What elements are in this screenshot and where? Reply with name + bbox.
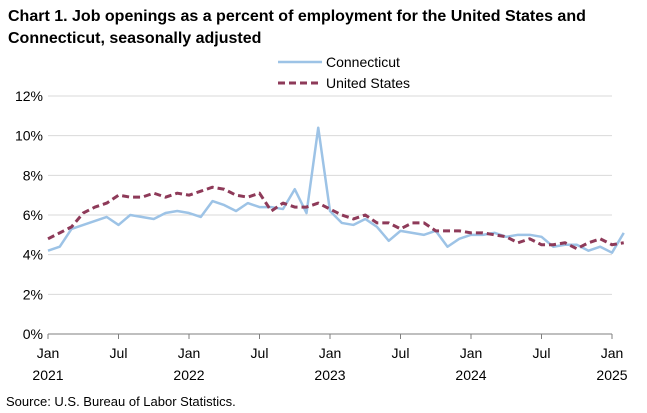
y-tick-label: 8% — [23, 167, 43, 183]
legend-label: Connecticut — [326, 54, 400, 70]
legend: Connecticut United States — [278, 54, 410, 91]
source-note: Source: U.S. Bureau of Labor Statistics. — [6, 394, 236, 409]
gridlines — [48, 95, 612, 295]
x-tick-label: Jan — [601, 345, 624, 361]
x-tick-label: Jan — [178, 345, 201, 361]
y-tick-label: 10% — [15, 128, 43, 144]
y-tick-label: 12% — [15, 88, 43, 104]
series-lines — [47, 126, 625, 254]
x-tick-year-label: 2025 — [596, 367, 627, 383]
x-tick-label: Jan — [460, 345, 483, 361]
y-tick-label: 0% — [23, 326, 43, 342]
x-tick-label: Jul — [110, 345, 128, 361]
series-line-united-states — [47, 185, 624, 251]
x-tick-year-label: 2022 — [173, 367, 204, 383]
legend-label: United States — [326, 75, 410, 91]
axes: 0% 2% 4% 6% 8% 10% 12% Jan 2021 Jul Jan 2022 Jul Jan 2… — [15, 88, 628, 383]
x-tick-year-label: 2024 — [455, 367, 486, 383]
series-line-connecticut — [47, 126, 625, 254]
x-tick-label: Jul — [251, 345, 269, 361]
y-tick-label: 6% — [23, 207, 43, 223]
y-tick-label: 2% — [23, 286, 43, 302]
x-tick-label: Jan — [37, 345, 60, 361]
x-tick-label: Jul — [533, 345, 551, 361]
x-tick-label: Jul — [392, 345, 410, 361]
x-tick-year-label: 2023 — [314, 367, 345, 383]
x-tick-year-label: 2021 — [32, 367, 63, 383]
x-tick-label: Jan — [319, 345, 342, 361]
y-tick-label: 4% — [23, 247, 43, 263]
chart-title: Chart 1. Job openings as a percent of em… — [8, 8, 586, 47]
